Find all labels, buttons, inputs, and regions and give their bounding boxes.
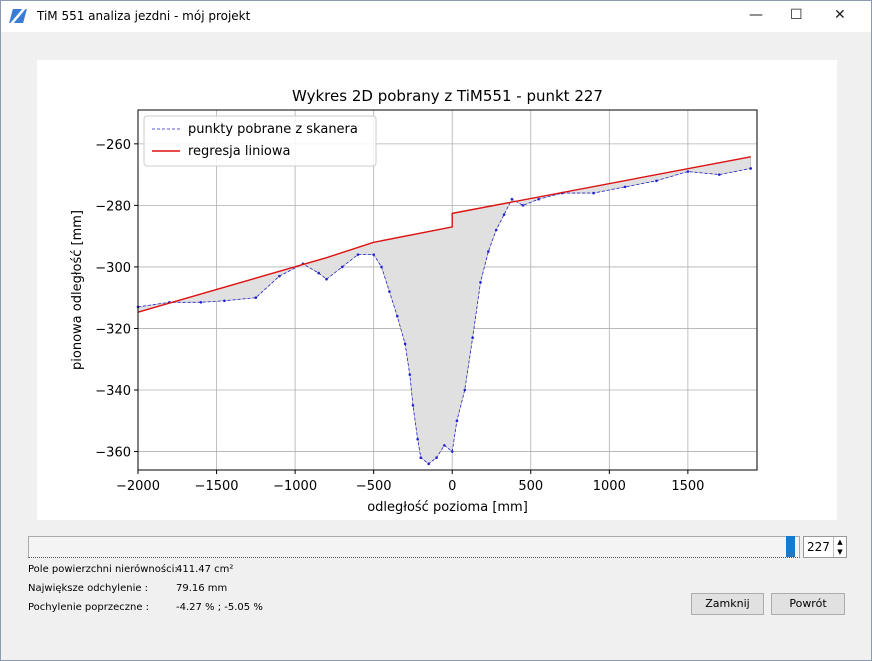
scan-point <box>403 342 407 346</box>
point-slider[interactable] <box>28 536 800 558</box>
scan-point <box>340 265 344 269</box>
scan-point <box>388 290 391 293</box>
y-tick-label: −360 <box>95 446 131 461</box>
info-label: Największe odchylenie : <box>28 583 149 594</box>
x-tick-label: −2000 <box>116 479 160 494</box>
scan-point <box>623 185 627 189</box>
scan-point <box>427 462 430 466</box>
scan-point <box>435 456 438 459</box>
scan-point <box>380 265 383 269</box>
chart: Wykres 2D pobrany z TiM551 - punkt 227 −2… <box>70 87 758 515</box>
plot-frame <box>137 109 758 471</box>
x-tick-label: −1000 <box>273 479 317 494</box>
slider-handle[interactable] <box>786 536 795 557</box>
scan-point <box>416 437 419 441</box>
legend-label: punkty pobrane z skanera <box>188 122 358 137</box>
scan-point <box>502 213 506 216</box>
info-value: 411.47 cm² <box>176 564 234 575</box>
chart-frame: Wykres 2D pobrany z TiM551 - punkt 227 −2… <box>37 60 837 520</box>
close-button[interactable]: ✕ <box>834 7 846 23</box>
scan-point <box>655 179 658 183</box>
app-icon <box>9 9 27 23</box>
x-tick-label: −1500 <box>195 479 239 494</box>
spin-arrows[interactable]: ▲ ▼ <box>833 537 846 557</box>
scan-point <box>450 450 454 453</box>
window-title: TiM 551 analiza jezdni - mój projekt <box>37 9 251 23</box>
scan-point <box>356 253 360 256</box>
scan-point <box>494 228 498 232</box>
scan-point <box>278 274 281 278</box>
point-spinbox[interactable]: 227 ▲ ▼ <box>803 536 847 558</box>
chart-title: Wykres 2D pobrany z TiM551 - punkt 227 <box>292 87 603 105</box>
spinbox-value: 227 <box>807 540 830 554</box>
scan-point <box>223 299 226 303</box>
y-tick-label: −280 <box>95 199 131 214</box>
scan-point <box>419 456 423 459</box>
y-tick-label: −300 <box>95 261 131 276</box>
info-label: Pochylenie poprzeczne : <box>28 602 150 613</box>
back-button[interactable]: Powrót <box>771 593 845 615</box>
x-tick-label: 1500 <box>671 479 704 494</box>
x-tick-label: 1000 <box>593 479 626 494</box>
scan-point <box>487 250 490 253</box>
scan-point <box>443 444 446 447</box>
maximize-button[interactable]: ☐ <box>790 7 803 23</box>
info-label: Pole powierzchni nierówności: <box>28 564 178 575</box>
legend-label: regresja liniowa <box>188 144 290 159</box>
scan-point <box>686 170 690 173</box>
close-button[interactable]: Zamknij <box>691 593 764 615</box>
scan-point <box>455 419 459 423</box>
x-tick-label: 500 <box>518 479 543 494</box>
info-value: 79.16 mm <box>176 583 228 594</box>
scan-point <box>717 173 721 176</box>
scan-point <box>317 271 320 275</box>
scan-point <box>537 197 540 201</box>
legend-box <box>143 115 377 167</box>
scan-point <box>199 301 203 304</box>
scan-point <box>395 314 399 318</box>
scan-point <box>479 281 482 284</box>
scan-point <box>592 191 595 195</box>
scan-point <box>463 388 467 392</box>
scan-point <box>749 167 753 170</box>
scan-point <box>411 404 415 407</box>
x-axis-label: odległość pozioma [mm] <box>367 500 528 515</box>
scan-point <box>510 197 514 201</box>
scan-point <box>408 373 412 376</box>
scan-point <box>325 277 328 281</box>
minimize-button[interactable]: — <box>749 7 763 23</box>
x-tick-label: −500 <box>356 479 392 494</box>
scan-point <box>254 296 258 299</box>
scan-point <box>471 336 474 339</box>
y-tick-label: −260 <box>95 138 131 153</box>
scan-point <box>372 253 375 256</box>
scan-point <box>521 204 525 207</box>
deviation-area <box>137 156 751 465</box>
series-line <box>137 156 751 313</box>
title-bar: TiM 551 analiza jezdni - mój projekt — ☐… <box>1 1 871 32</box>
x-tick-label: 0 <box>448 479 456 494</box>
y-tick-label: −320 <box>95 322 131 337</box>
info-value: -4.27 % ; -5.05 % <box>176 602 263 613</box>
y-tick-label: −340 <box>95 384 131 399</box>
y-axis-label: pionowa odległość [mm] <box>70 210 85 370</box>
